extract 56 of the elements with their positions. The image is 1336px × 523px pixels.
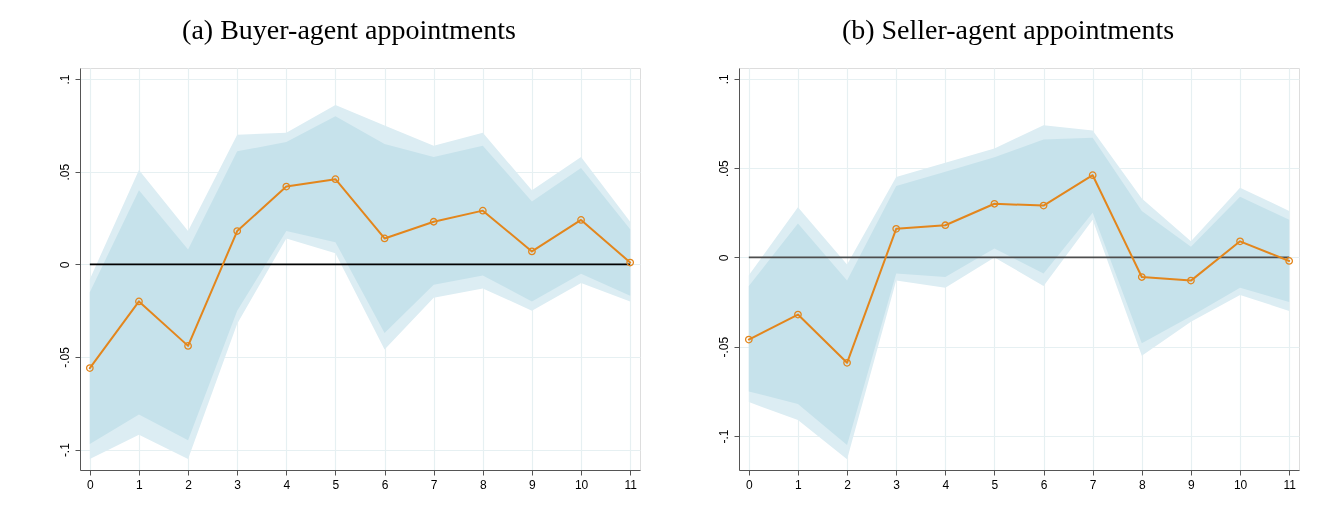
point bbox=[528, 247, 536, 256]
point bbox=[892, 224, 901, 233]
point bbox=[135, 297, 143, 306]
point bbox=[429, 217, 438, 226]
x-tick-label: 6 bbox=[1040, 477, 1048, 492]
point bbox=[331, 175, 340, 184]
x-tick-label: 10 bbox=[1233, 477, 1248, 492]
y-tick-label: .1 bbox=[57, 74, 72, 85]
chart-title: (b) Seller-agent appointments bbox=[841, 14, 1175, 45]
x-tick-label: 1 bbox=[795, 477, 803, 492]
y-tick-label: -.05 bbox=[57, 346, 72, 368]
point bbox=[577, 216, 585, 224]
x-tick-label: 4 bbox=[942, 477, 950, 492]
y-tick-label: -.1 bbox=[716, 429, 731, 444]
x-tick-label: 9 bbox=[1188, 477, 1196, 492]
x-tick-label: 7 bbox=[1089, 477, 1097, 492]
x-tick-label: 6 bbox=[381, 477, 389, 492]
x-tick-label: 0 bbox=[86, 477, 94, 492]
x-tick-label: 2 bbox=[185, 477, 193, 492]
x-tick-label: 2 bbox=[844, 477, 852, 492]
x-tick-label: 7 bbox=[430, 477, 438, 492]
x-tick-label: 10 bbox=[574, 477, 589, 492]
x-tick-label: 0 bbox=[745, 477, 753, 492]
point bbox=[380, 234, 389, 243]
x-tick-label: 3 bbox=[893, 477, 901, 492]
point bbox=[184, 342, 192, 350]
x-tick-label: 8 bbox=[1138, 477, 1146, 492]
point bbox=[1088, 171, 1097, 180]
point bbox=[282, 182, 291, 191]
x-tick-label: 9 bbox=[529, 477, 537, 492]
x-tick-label: 11 bbox=[1283, 477, 1297, 492]
point bbox=[794, 310, 802, 319]
y-tick-label: .05 bbox=[57, 163, 72, 181]
x-tick-label: 5 bbox=[991, 477, 999, 492]
x-tick-label: 4 bbox=[283, 477, 291, 492]
y-tick-label: -.05 bbox=[716, 336, 731, 358]
x-tick-label: 8 bbox=[479, 477, 487, 492]
point bbox=[990, 199, 999, 208]
point bbox=[1039, 201, 1048, 210]
point bbox=[941, 221, 950, 230]
y-tick-label: .1 bbox=[716, 73, 731, 85]
x-tick-label: 5 bbox=[332, 477, 340, 492]
point bbox=[843, 358, 851, 367]
point bbox=[233, 227, 242, 235]
x-tick-label: 3 bbox=[234, 477, 242, 492]
chart-title: (a) Buyer-agent appointments bbox=[182, 14, 516, 45]
y-tick-label: 0 bbox=[57, 261, 72, 269]
x-tick-label: 11 bbox=[624, 477, 638, 492]
y-tick-label: .05 bbox=[716, 159, 731, 177]
x-tick-label: 1 bbox=[136, 477, 144, 492]
point bbox=[1137, 273, 1146, 281]
point bbox=[478, 206, 487, 215]
point bbox=[1187, 276, 1195, 285]
y-tick-label: -.1 bbox=[57, 442, 72, 458]
point bbox=[1236, 237, 1244, 246]
y-tick-label: 0 bbox=[716, 254, 731, 262]
